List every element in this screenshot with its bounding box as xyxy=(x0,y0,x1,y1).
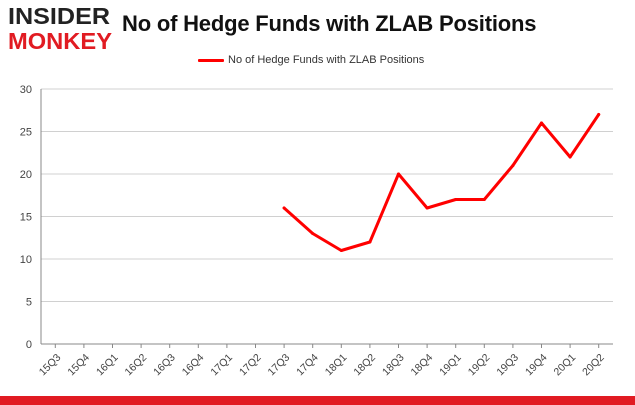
data-point xyxy=(282,206,286,210)
data-point xyxy=(597,113,601,116)
data-point xyxy=(425,206,429,210)
x-tick-label: 19Q4 xyxy=(523,352,550,379)
y-tick-label: 30 xyxy=(20,84,32,96)
data-point xyxy=(311,232,315,235)
y-tick-label: 20 xyxy=(20,169,32,181)
y-tick-label: 5 xyxy=(26,297,32,309)
data-point xyxy=(454,198,458,201)
y-tick-labels: 0 5 10 15 20 25 30 xyxy=(20,84,32,351)
insider-monkey-logo: INSIDER MONKEY xyxy=(8,3,112,52)
bottom-accent-bar xyxy=(0,396,635,405)
x-tick-label: 19Q3 xyxy=(494,352,521,379)
x-tick-label: 15Q4 xyxy=(65,352,92,379)
x-tick-label: 18Q4 xyxy=(409,352,436,379)
grid-lines xyxy=(41,88,613,302)
y-tick-label: 0 xyxy=(26,339,32,351)
legend: No of Hedge Funds with ZLAB Positions xyxy=(198,52,424,68)
x-tick-label: 16Q2 xyxy=(123,352,150,379)
y-tick-label: 15 xyxy=(20,212,32,224)
series-line xyxy=(282,113,601,252)
x-tick-label: 17Q4 xyxy=(294,352,321,379)
legend-label: No of Hedge Funds with ZLAB Positions xyxy=(228,54,425,66)
x-tick-label: 18Q1 xyxy=(323,352,350,379)
logo-insider-text: INSIDER xyxy=(8,3,110,29)
x-tick-label: 17Q1 xyxy=(208,352,235,379)
x-tick-label: 20Q1 xyxy=(552,352,579,379)
data-point xyxy=(511,164,515,167)
data-point xyxy=(368,240,372,244)
x-tick-label: 17Q3 xyxy=(266,352,293,379)
data-point xyxy=(339,249,343,252)
x-tick-label: 19Q1 xyxy=(437,352,464,379)
series xyxy=(282,113,601,252)
y-tick-label: 10 xyxy=(20,254,32,266)
data-point xyxy=(482,198,486,201)
x-tick-label: 18Q2 xyxy=(351,352,378,379)
x-tick-label: 16Q1 xyxy=(94,352,121,379)
x-tick-label: 17Q2 xyxy=(237,352,264,379)
y-tick-label: 25 xyxy=(20,127,32,139)
data-point xyxy=(540,121,543,125)
data-point xyxy=(397,172,400,176)
x-tick-label: 20Q2 xyxy=(580,352,607,379)
legend-swatch xyxy=(198,58,224,62)
chart-title: No of Hedge Funds with ZLAB Positions xyxy=(122,11,537,36)
x-tick-label: 15Q3 xyxy=(37,352,64,379)
x-tick-label: 18Q3 xyxy=(380,352,407,379)
data-point xyxy=(568,155,572,159)
x-tick-label: 16Q3 xyxy=(151,352,178,379)
axes xyxy=(40,89,613,348)
x-tick-labels: 15Q3 15Q4 16Q1 16Q2 16Q3 16Q4 17Q1 17Q2 17Q3 17Q4… xyxy=(37,352,607,379)
x-tick-label: 16Q4 xyxy=(180,352,207,379)
logo-monkey-text: MONKEY xyxy=(8,28,112,52)
x-tick-label: 19Q2 xyxy=(466,352,493,379)
